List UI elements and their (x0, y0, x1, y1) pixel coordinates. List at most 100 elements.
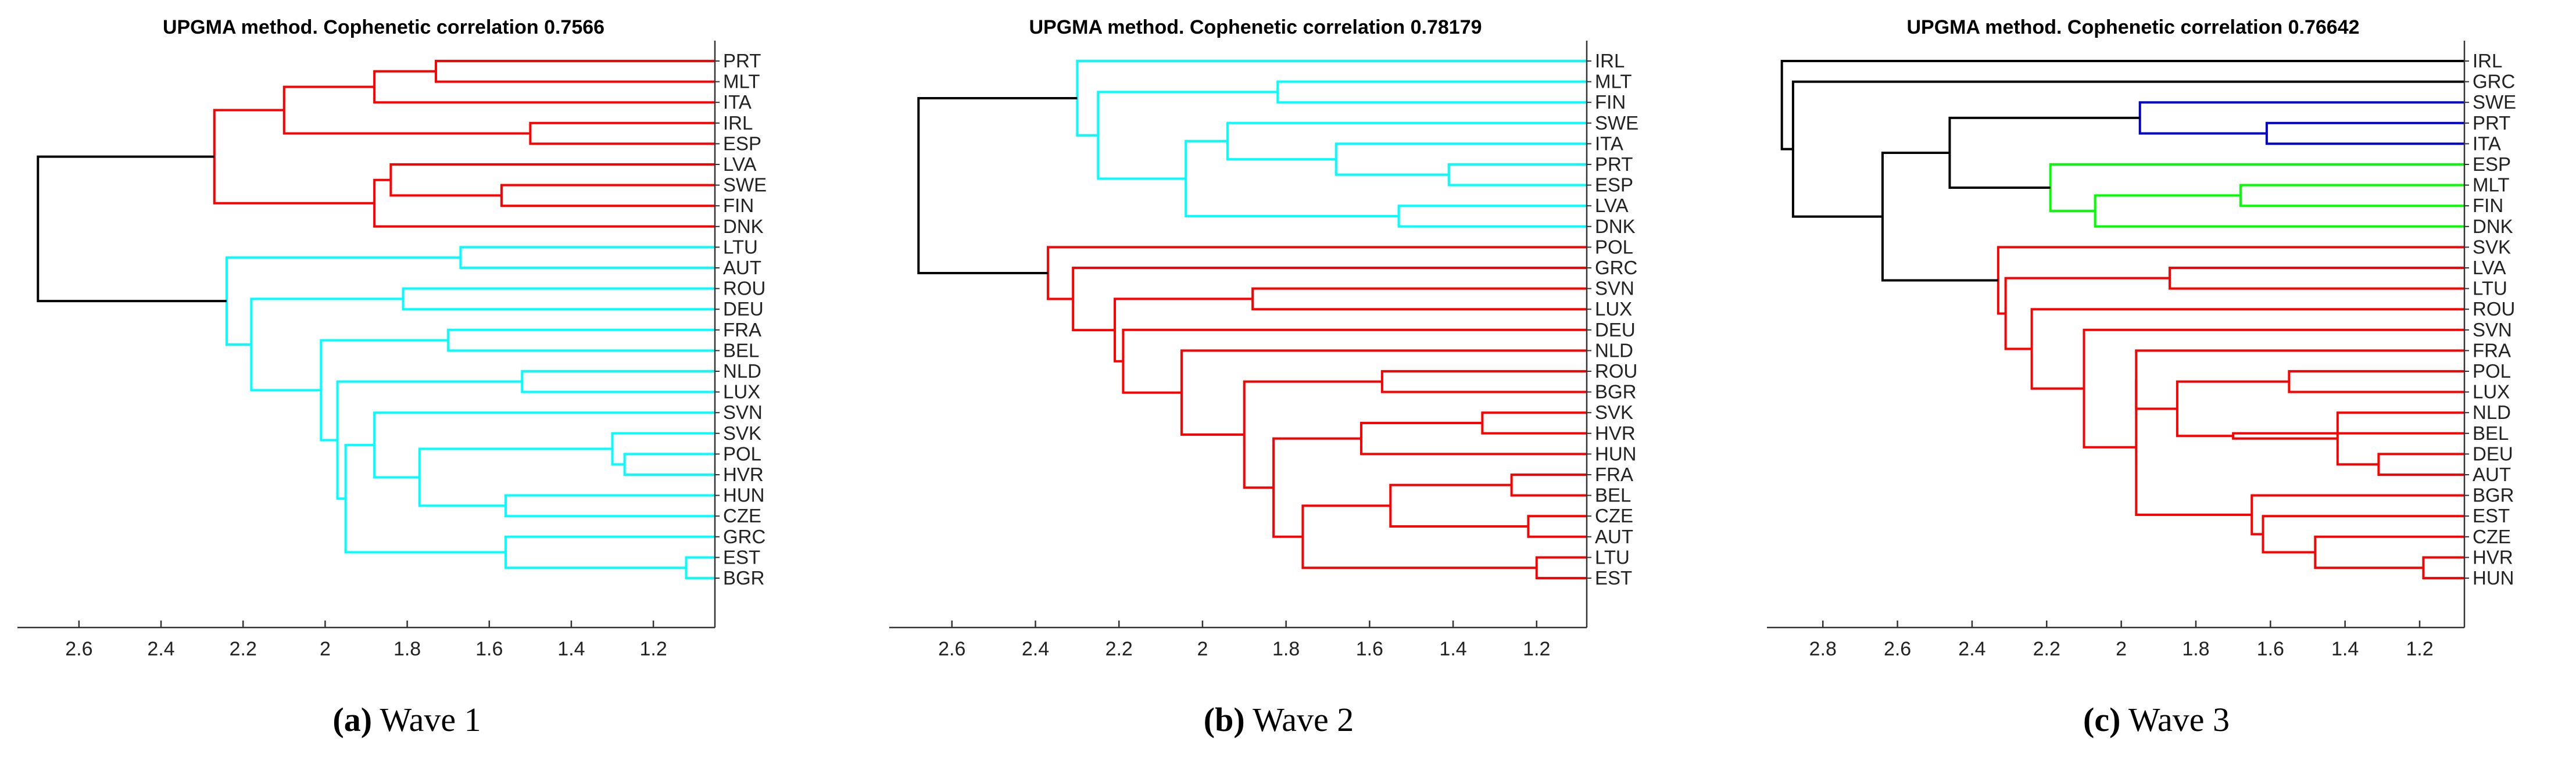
merge-link-q (1301, 504, 1537, 569)
leaf-label-dnk: DNK (1595, 216, 1636, 237)
leaf-label-grc: GRC (1595, 257, 1637, 278)
merge-link-x (1791, 80, 2464, 218)
leaf-label-svn: SVN (1595, 278, 1634, 299)
merge-link-o (2314, 535, 2464, 569)
merge-link-m (623, 453, 715, 476)
dendrogram-wave-2: UPGMA method. Cophenetic correlation 0.7… (889, 16, 1638, 660)
leaf-label-fra: FRA (2473, 339, 2511, 361)
merge-link-s (505, 535, 715, 569)
leaf-label-dnk: DNK (2473, 216, 2513, 237)
merge-link-r (685, 556, 715, 579)
x-tick-label: 1.6 (475, 638, 503, 660)
merge-link-d (2094, 194, 2464, 228)
merge-link-u (1122, 328, 1587, 394)
panel-wave-1: UPGMA method. Cophenetic correlation 0.7… (0, 0, 825, 760)
merge-link-l (1359, 422, 1587, 456)
caption-letter: (b) (1203, 701, 1245, 739)
leaf-label-rou: ROU (723, 278, 765, 299)
merge-link-i (459, 246, 715, 269)
merge-link-d (282, 85, 531, 135)
caption-text: Wave 2 (1253, 701, 1354, 739)
leaf-label-grc: GRC (2473, 71, 2515, 92)
merge-link-t (2030, 308, 2464, 390)
merge-link-s (2083, 328, 2464, 449)
x-tick-label: 1.6 (2257, 638, 2284, 660)
leaf-label-ltu: LTU (2473, 278, 2507, 299)
leaf-label-hvr: HVR (723, 464, 764, 485)
merge-link-f (389, 163, 715, 197)
chart-title: UPGMA method. Cophenetic correlation 0.7… (1029, 16, 1482, 38)
leaf-label-irl: IRL (2473, 50, 2502, 71)
merge-link-j (402, 287, 715, 311)
x-tick-label: 1.2 (2406, 638, 2433, 660)
leaf-label-lux: LUX (723, 381, 760, 403)
merge-link-o (1389, 483, 1529, 528)
leaf-label-hvr: HVR (2473, 546, 2513, 568)
merge-link-l (2176, 380, 2289, 438)
leaf-label-svk: SVK (1595, 401, 1633, 423)
merge-link-d (1226, 121, 1587, 161)
leaf-label-esp: ESP (1595, 174, 1633, 196)
leaf-label-lva: LVA (723, 153, 756, 175)
leaf-label-deu: DEU (2473, 443, 2513, 464)
leaf-label-ltu: LTU (1595, 546, 1630, 568)
x-tick-label: 1.8 (393, 638, 421, 660)
merge-link-x (226, 256, 461, 346)
merge-link-b (1447, 163, 1587, 187)
merge-link-v (1114, 297, 1253, 363)
merge-link-o (505, 494, 715, 518)
leaf-label-cze: CZE (723, 505, 761, 526)
leaf-label-pol: POL (723, 443, 761, 464)
merge-link-q (2251, 494, 2464, 536)
merge-link-root (37, 155, 227, 303)
leaf-label-ita: ITA (2473, 132, 2501, 154)
x-tick-label: 1.6 (1356, 638, 1383, 660)
merge-link-c (529, 121, 715, 145)
merge-link-m (2135, 349, 2464, 410)
leaf-label-aut: AUT (723, 257, 761, 278)
panel-wave-3: UPGMA method. Cophenetic correlation 0.7… (1749, 0, 2575, 760)
merge-link-c (1334, 142, 1587, 176)
merge-link-x (1047, 246, 1587, 300)
merge-link-c (2239, 184, 2464, 207)
caption-letter: (a) (332, 701, 373, 739)
merge-link-v (320, 339, 449, 442)
leaf-label-bel: BEL (723, 339, 759, 361)
leaf-label-prt: PRT (1595, 153, 1633, 175)
leaf-label-lux: LUX (1595, 298, 1632, 320)
x-tick-label: 2.8 (1809, 638, 1837, 660)
leaf-label-nld: NLD (1595, 339, 1633, 361)
caption-text: Wave 1 (380, 701, 481, 739)
x-tick-label: 1.4 (557, 638, 585, 660)
merge-link-k (2232, 432, 2464, 440)
leaf-label-irl: IRL (723, 112, 753, 134)
leaf-label-hvr: HVR (1595, 422, 1636, 444)
panel-wave-2: UPGMA method. Cophenetic correlation 0.7… (872, 0, 1697, 760)
leaf-label-fra: FRA (723, 319, 761, 340)
leaf-label-fin: FIN (723, 195, 754, 216)
merge-link-root (1780, 60, 2464, 150)
leaf-label-prt: PRT (723, 50, 761, 71)
merge-link-u (2004, 277, 2170, 350)
x-tick-label: 2 (320, 638, 331, 660)
merge-link-i (1251, 287, 1587, 311)
leaf-label-nld: NLD (2473, 401, 2511, 423)
leaf-label-pol: POL (2473, 360, 2511, 382)
x-tick-label: 1.4 (2331, 638, 2359, 660)
merge-link-p (2262, 515, 2464, 554)
merge-link-r (1272, 437, 1361, 538)
x-tick-label: 2.6 (65, 638, 92, 660)
merge-link-n (1527, 515, 1587, 538)
leaf-label-svn: SVN (2473, 319, 2512, 340)
leaf-label-bgr: BGR (1595, 381, 1637, 403)
leaf-label-ita: ITA (723, 91, 752, 113)
merge-link-e (500, 184, 715, 207)
leaf-label-grc: GRC (723, 526, 765, 547)
leaf-label-mlt: MLT (2473, 174, 2510, 196)
x-tick-label: 2.2 (230, 638, 257, 660)
caption-wave-2: (b) Wave 2 (872, 700, 1686, 739)
x-tick-label: 2 (2116, 638, 2127, 660)
leaf-label-esp: ESP (723, 132, 761, 154)
leaf-label-nld: NLD (723, 360, 761, 382)
